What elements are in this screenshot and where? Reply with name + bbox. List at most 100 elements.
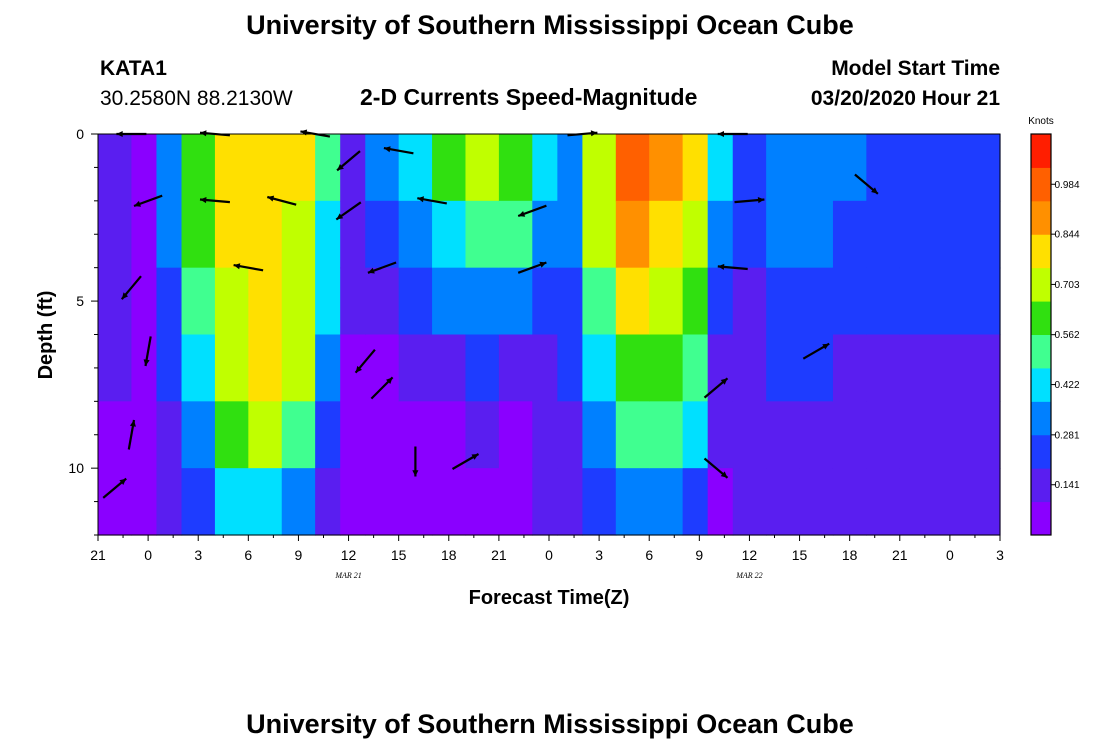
heatmap-cell xyxy=(899,468,1001,536)
heatmap-cell xyxy=(582,401,617,469)
heatmap-cell xyxy=(766,401,801,469)
heatmap-cell xyxy=(98,200,133,269)
heatmap-cell xyxy=(832,134,867,202)
heatmap-cell xyxy=(766,334,801,402)
heatmap-cell xyxy=(615,468,650,536)
x-tick-label: 15 xyxy=(391,547,407,563)
heatmap-cell xyxy=(365,401,400,469)
heatmap-cell xyxy=(214,334,249,402)
heatmap-cell xyxy=(557,267,584,336)
colorbar-swatch xyxy=(1031,468,1051,503)
heatmap-cell xyxy=(432,401,467,469)
heatmap-cell xyxy=(432,267,467,336)
heatmap-cell xyxy=(131,334,158,402)
heatmap-cell xyxy=(214,134,249,202)
heatmap-cell xyxy=(340,134,366,202)
heatmap-cell xyxy=(682,200,709,269)
heatmap-cell xyxy=(281,334,316,402)
heatmap-cell xyxy=(248,267,283,336)
heatmap-cell xyxy=(899,334,1001,402)
y-axis: 0 5 10 xyxy=(68,126,98,536)
colorbar-swatch xyxy=(1031,167,1051,202)
current-vector-arrow xyxy=(517,204,547,218)
footer-title: University of Southern Mississippi Ocean… xyxy=(246,709,854,739)
colorbar-swatch xyxy=(1031,301,1051,335)
current-vector-arrow xyxy=(120,275,142,300)
heatmap-cell xyxy=(615,134,650,202)
y-tick-label: 10 xyxy=(68,460,84,476)
x-tick-label: 0 xyxy=(545,547,553,563)
x-tick-label: 12 xyxy=(742,547,758,563)
heatmap-cell xyxy=(248,401,283,469)
heatmap-cell xyxy=(248,134,283,202)
heatmap-cell xyxy=(532,401,558,469)
current-vector-arrow xyxy=(336,150,361,172)
heatmap-cell xyxy=(532,200,558,269)
heatmap-cell xyxy=(248,334,283,402)
colorbar-label: 0.984 xyxy=(1054,180,1079,191)
current-vector-arrow xyxy=(367,261,397,274)
heatmap-cell xyxy=(649,334,684,402)
heatmap-cell xyxy=(707,401,734,469)
heatmap-cell xyxy=(615,267,650,336)
heatmap-cell xyxy=(866,401,901,469)
model-start-label: Model Start Time xyxy=(831,57,1000,80)
heatmap-cell xyxy=(732,134,767,202)
heatmap-cell xyxy=(156,200,183,269)
heatmap-cell xyxy=(557,401,584,469)
heatmap-cell xyxy=(832,334,867,402)
heatmap-cell xyxy=(682,334,709,402)
heatmap-cell xyxy=(365,134,400,202)
heatmap-cell xyxy=(432,468,467,536)
heatmap-cell xyxy=(649,267,684,336)
heatmap-cell xyxy=(866,267,901,336)
heatmap-cell xyxy=(832,200,867,269)
x-date-label: MAR 22 xyxy=(735,571,762,580)
heatmap-cell xyxy=(432,134,467,202)
heatmap-cell xyxy=(799,200,834,269)
current-vector-arrow xyxy=(133,194,163,208)
heatmap-cell xyxy=(532,468,558,536)
x-axis-title: Forecast Time(Z) xyxy=(469,587,630,609)
colorbar-label: 0.422 xyxy=(1054,380,1079,391)
heatmap-cell xyxy=(732,334,767,402)
heatmap-cell xyxy=(615,200,650,269)
heatmap-cell xyxy=(866,468,901,536)
heatmap-cell xyxy=(799,334,834,402)
heatmap-cell xyxy=(649,200,684,269)
x-tick-label: 9 xyxy=(295,547,303,563)
heatmap-cell xyxy=(498,401,533,469)
current-vector-arrow xyxy=(412,446,419,477)
colorbar-label: 0.281 xyxy=(1054,430,1079,441)
y-tick-label: 5 xyxy=(76,293,84,309)
heatmap-cell xyxy=(799,401,834,469)
y-axis-title: Depth (ft) xyxy=(35,291,57,380)
heatmap-cell xyxy=(181,468,216,536)
heatmap-cell xyxy=(582,334,617,402)
heatmap-cell xyxy=(732,267,767,336)
current-vector-arrow xyxy=(717,263,748,271)
heatmap-cell xyxy=(498,468,533,536)
heatmap-cell xyxy=(156,134,183,202)
current-vector-arrow xyxy=(854,173,879,195)
heatmap-cell xyxy=(707,200,734,269)
heatmap-cell xyxy=(156,401,183,469)
heatmap-cell xyxy=(432,334,467,402)
heatmap-cell xyxy=(557,334,584,402)
colorbar-swatch xyxy=(1031,267,1051,302)
heatmap-cell xyxy=(214,468,249,536)
heatmap-cell xyxy=(214,401,249,469)
heatmap-cell xyxy=(557,200,584,269)
x-tick-label: 21 xyxy=(892,547,908,563)
x-tick-label: 21 xyxy=(491,547,507,563)
heatmap-cell xyxy=(365,200,400,269)
heatmap-cell xyxy=(315,267,341,336)
colorbar-label: 0.703 xyxy=(1054,280,1079,291)
heatmap-cell xyxy=(465,134,500,202)
heatmap-cell xyxy=(398,334,433,402)
current-vector-arrow xyxy=(354,348,376,374)
colorbar-swatch xyxy=(1031,200,1051,235)
heatmap-cell xyxy=(98,267,133,336)
heatmap-cell xyxy=(615,334,650,402)
model-start-value: 03/20/2020 Hour 21 xyxy=(810,87,1000,110)
